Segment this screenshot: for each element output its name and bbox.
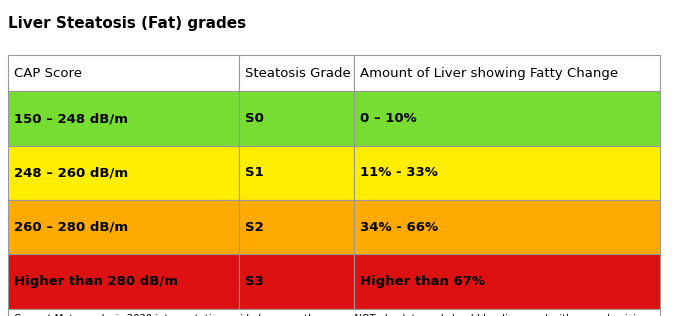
Text: 260 – 280 dB/m: 260 – 280 dB/m xyxy=(14,221,128,234)
Text: 34% - 66%: 34% - 66% xyxy=(360,221,437,234)
Bar xyxy=(8,254,239,309)
Text: Higher than 67%: Higher than 67% xyxy=(360,275,485,288)
Bar xyxy=(239,200,354,254)
Text: 0 – 10%: 0 – 10% xyxy=(360,112,416,125)
Bar xyxy=(239,254,354,309)
Text: Steatosis Grade: Steatosis Grade xyxy=(245,67,352,80)
Bar xyxy=(239,146,354,200)
Bar xyxy=(239,91,354,146)
Text: Amount of Liver showing Fatty Change: Amount of Liver showing Fatty Change xyxy=(360,67,618,80)
Text: S3: S3 xyxy=(245,275,264,288)
Text: S2: S2 xyxy=(245,221,264,234)
Bar xyxy=(8,91,239,146)
Bar xyxy=(354,91,660,146)
Text: Current Meta-analysis 2020 interpretation guide however these are NOT absolute a: Current Meta-analysis 2020 interpretatio… xyxy=(14,313,648,316)
Bar xyxy=(8,309,660,316)
Text: 11% - 33%: 11% - 33% xyxy=(360,166,437,179)
Text: Liver Steatosis (Fat) grades: Liver Steatosis (Fat) grades xyxy=(8,16,246,31)
Bar xyxy=(239,55,354,91)
Bar xyxy=(8,200,239,254)
Bar xyxy=(354,146,660,200)
Text: S0: S0 xyxy=(245,112,264,125)
Text: 248 – 260 dB/m: 248 – 260 dB/m xyxy=(14,166,128,179)
Bar xyxy=(354,200,660,254)
Text: 150 – 248 dB/m: 150 – 248 dB/m xyxy=(14,112,128,125)
Bar xyxy=(8,55,239,91)
Text: CAP Score: CAP Score xyxy=(14,67,82,80)
Bar xyxy=(354,55,660,91)
Text: S1: S1 xyxy=(245,166,264,179)
Bar xyxy=(8,146,239,200)
Text: Higher than 280 dB/m: Higher than 280 dB/m xyxy=(14,275,178,288)
Bar xyxy=(354,254,660,309)
